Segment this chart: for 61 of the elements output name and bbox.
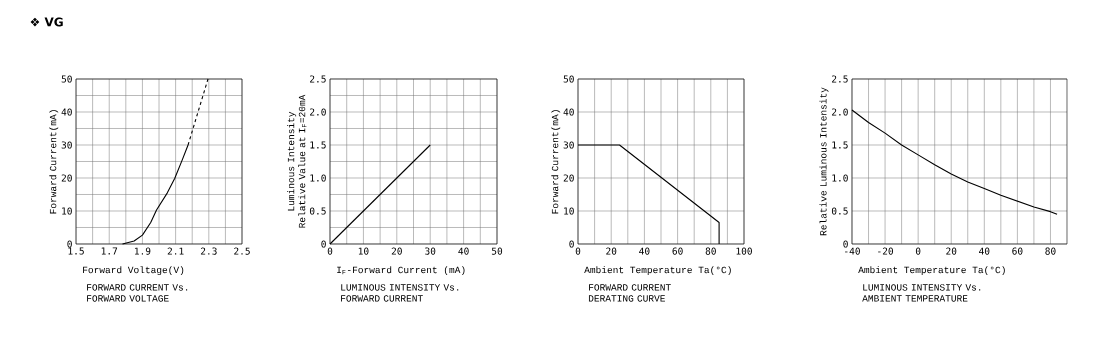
y-tick-label: 10 <box>564 207 574 215</box>
x-tick-label: 60 <box>672 247 683 255</box>
x-tick-label: 0 <box>327 247 333 255</box>
x-tick-label: 100 <box>736 247 752 255</box>
y-tick-label: 0 <box>569 240 574 248</box>
text: LUMINOUS INTENSITY Vs. AMBIENT TEMPERATURE <box>862 284 981 302</box>
text: ❖ VG <box>30 17 63 27</box>
y-tick-label: 0 <box>843 240 848 248</box>
text: LUMINOUS INTENSITY Vs. FORWARD CURRENT <box>341 284 459 302</box>
y-tick-label: 40 <box>563 108 574 116</box>
x-tick-label: 40 <box>458 247 469 255</box>
y-tick-label: 0.5 <box>309 207 326 215</box>
x-tick-label: 40 <box>979 247 990 255</box>
y-tick-label: 1.0 <box>832 174 848 182</box>
x-tick-label: 20 <box>946 247 957 255</box>
x-tick-label: 80 <box>1045 247 1056 255</box>
x-tick-label: 40 <box>639 247 650 255</box>
y-tick-label: 20 <box>563 174 574 182</box>
y-tick-label: 30 <box>563 141 574 149</box>
x-tick-label: 30 <box>425 247 436 255</box>
x-tick-label: 20 <box>606 247 617 255</box>
x-tick-label: 1.9 <box>134 247 151 255</box>
y-tick-label: 20 <box>61 174 72 182</box>
y-tick-label: 2.0 <box>310 108 326 116</box>
y-axis-title: Forward Current(mA) <box>49 110 59 214</box>
x-tick-label: 0 <box>575 247 581 255</box>
x-tick-label: 60 <box>1012 247 1023 255</box>
x-tick-label: 1.5 <box>68 247 84 255</box>
x-tick-label: 2.3 <box>200 247 217 255</box>
y-axis-title: Forward Current(mA) <box>551 110 561 214</box>
y-tick-label: 0 <box>321 240 326 248</box>
y-tick-label: 2.0 <box>832 108 848 116</box>
x-tick-label: 50 <box>491 247 503 255</box>
y-axis-title: Relative Luminous Intensity <box>819 87 829 236</box>
x-axis-title: Forward Voltage(V) <box>83 266 184 276</box>
text: FORWARD CURRENT DERATING CURVE <box>588 284 671 302</box>
x-tick-label: 2.5 <box>234 247 250 255</box>
y-tick-label: 1.5 <box>832 141 848 149</box>
y-tick-label: 2.5 <box>310 75 326 83</box>
x-tick-label: 0 <box>915 247 921 255</box>
y-tick-label: 30 <box>61 141 72 149</box>
y-tick-label: 1.0 <box>310 174 326 182</box>
y-tick-label: 0.5 <box>831 207 848 215</box>
y-tick-label: 1.5 <box>310 141 326 149</box>
x-tick-label: 80 <box>705 247 716 255</box>
x-tick-label: -20 <box>878 247 894 255</box>
y-tick-label: 2.5 <box>832 75 848 83</box>
x-axis-title: I$_{F}$-Forward Current (mA) <box>337 266 465 276</box>
y-tick-label: 0 <box>67 240 72 248</box>
y-tick-label: 50 <box>563 75 574 83</box>
x-tick-label: 2.1 <box>167 247 184 255</box>
x-tick-label: 10 <box>358 247 369 255</box>
y-tick-label: 10 <box>62 207 72 215</box>
x-tick-label: 1.7 <box>101 247 118 255</box>
x-tick-label: 20 <box>391 247 402 255</box>
x-tick-label: -40 <box>845 247 860 255</box>
y-tick-label: 50 <box>61 75 72 83</box>
x-axis-title: Ambient Temperature Ta(°C) <box>858 266 1005 276</box>
y-tick-label: 40 <box>61 108 72 116</box>
text: FORWARD CURRENT Vs. FORWARD VOLTAGE <box>87 284 188 302</box>
x-axis-title: Ambient Temperature Ta(°C) <box>584 266 731 276</box>
